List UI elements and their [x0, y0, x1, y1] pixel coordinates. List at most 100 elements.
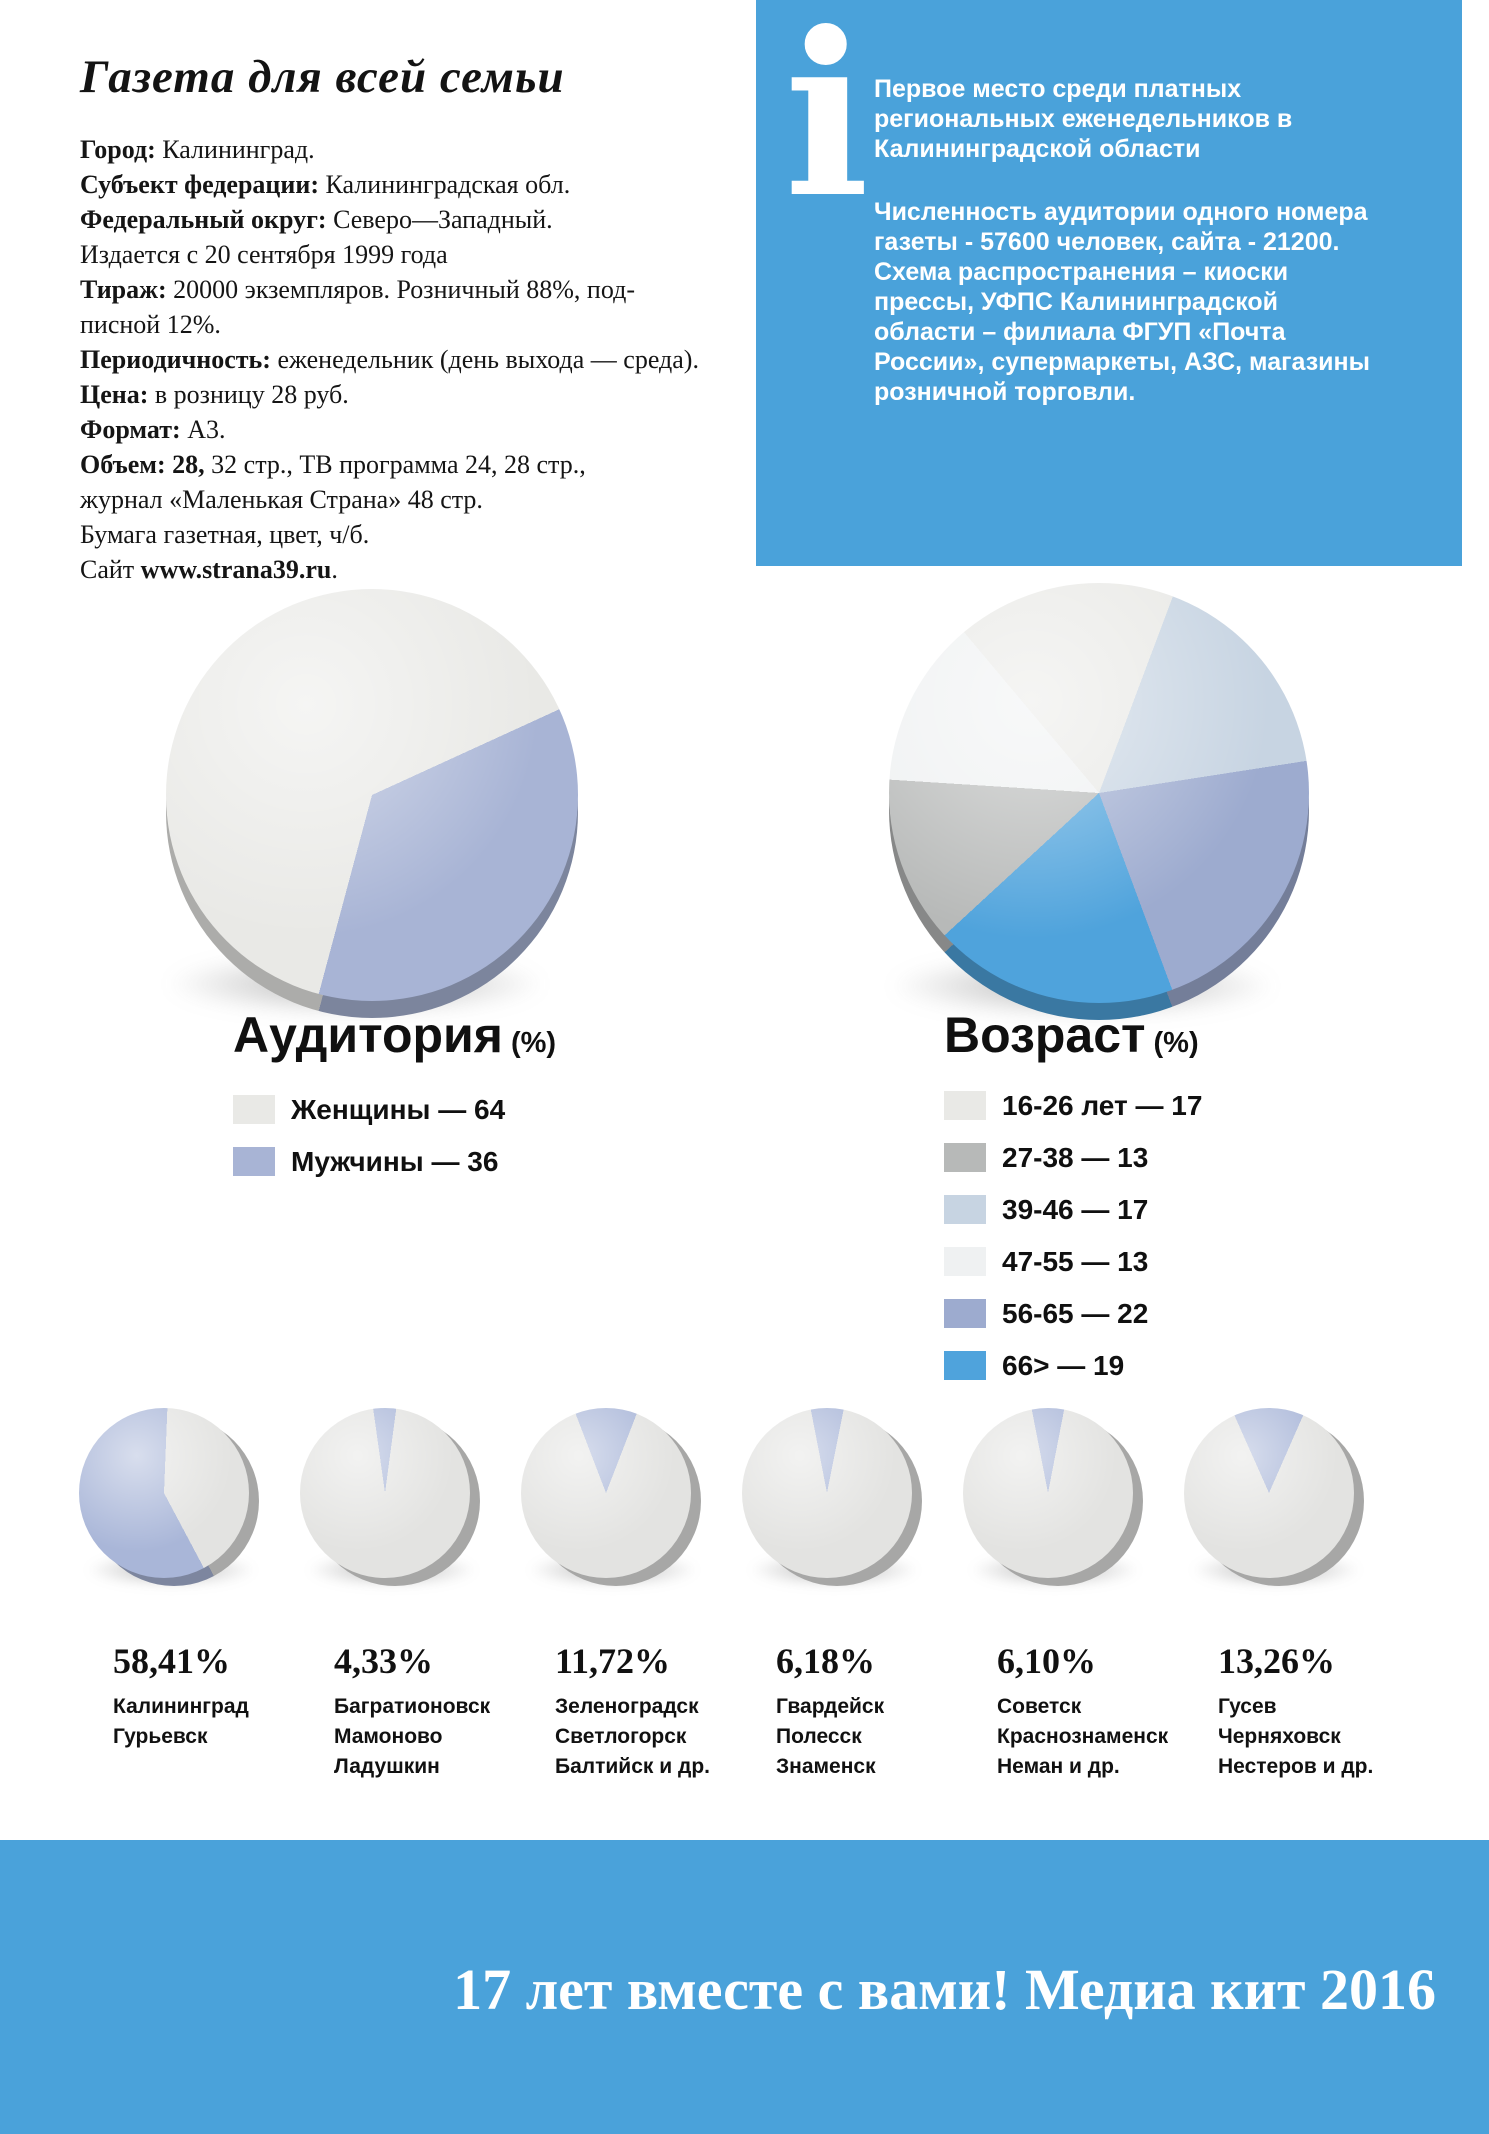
- page-title: Газета для всей семьи: [80, 51, 565, 103]
- city-name: Багратионовск: [334, 1695, 491, 1718]
- legend-label: 56-65 — 22: [1002, 1297, 1149, 1329]
- city-pie-chart: [79, 1408, 259, 1588]
- legend-label: 39-46 — 17: [1002, 1193, 1149, 1225]
- city-pie-chart: [963, 1408, 1143, 1588]
- city-name: Мамоново: [334, 1725, 443, 1748]
- city-pie-chart: [300, 1408, 480, 1588]
- publication-info-line: Формат: А3.: [80, 412, 699, 447]
- pie-face: [963, 1408, 1133, 1578]
- legend-label: Мужчины — 36: [291, 1145, 499, 1177]
- city-distribution-cell: 58,41% Калининград Гурьевск: [79, 1408, 300, 1782]
- legend-item: 47-55 — 13: [944, 1244, 1202, 1279]
- info-label: Федеральный округ:: [80, 205, 327, 234]
- city-name: Неман и др.: [997, 1755, 1120, 1778]
- highlight-text: Первое место среди платных региональных …: [874, 74, 1449, 407]
- info-label: Цена:: [80, 380, 149, 409]
- city-name: Знаменск: [776, 1755, 876, 1778]
- highlight-paragraph-rank: Первое место среди платных региональных …: [874, 75, 1293, 163]
- city-list: Калининград Гурьевск: [113, 1692, 300, 1752]
- pie-face: [1184, 1408, 1354, 1578]
- legend-swatch: [944, 1143, 986, 1172]
- legend-item: 27-38 — 13: [944, 1140, 1202, 1175]
- city-share-percent: 6,10%: [997, 1641, 1096, 1681]
- age-pie-chart: [880, 583, 1309, 1020]
- city-name: Гвардейск: [776, 1695, 885, 1718]
- city-name: Нестеров и др.: [1218, 1755, 1374, 1778]
- legend-swatch: [233, 1147, 275, 1176]
- city-share-percent: 4,33%: [334, 1641, 433, 1681]
- city-name: Краснознаменск: [997, 1725, 1169, 1748]
- city-name: Балтийск и др.: [555, 1755, 710, 1778]
- legend-swatch: [944, 1091, 986, 1120]
- legend-item: 56-65 — 22: [944, 1296, 1202, 1331]
- pie-face: [521, 1408, 691, 1578]
- info-label: Периодичность:: [80, 345, 271, 374]
- city-list: Гусев Черняховск Нестеров и др.: [1218, 1692, 1405, 1782]
- pie-face: [889, 583, 1309, 1003]
- legend-label: 47-55 — 13: [1002, 1245, 1149, 1277]
- publication-info-line: Сайт www.strana39.ru.: [80, 552, 699, 587]
- pie-face: [300, 1408, 470, 1578]
- info-text: Сайт: [80, 555, 141, 584]
- footer-band: 17 лет вместе с вами! Медиа кит 2016: [0, 1840, 1489, 2134]
- legend-label: 16-26 лет — 17: [1002, 1089, 1203, 1121]
- legend-swatch: [944, 1351, 986, 1380]
- city-name: Ладушкин: [334, 1755, 440, 1778]
- info-label: Формат:: [80, 415, 181, 444]
- chart-unit: (%): [510, 1027, 557, 1059]
- city-name: Гурьевск: [113, 1725, 208, 1748]
- legend-swatch: [944, 1247, 986, 1276]
- publication-info-line: Объем: 28, 32 стр., ТВ программа 24, 28 …: [80, 447, 699, 482]
- city-pie-chart: [1184, 1408, 1364, 1588]
- city-distribution-cell: 6,18% Гвардейск Полесск Знаменск: [742, 1408, 963, 1782]
- pie-face: [166, 589, 578, 1001]
- chart-unit: (%): [1153, 1027, 1199, 1059]
- info-text: Издается с 20 сентября 1999 года: [80, 240, 448, 269]
- highlight-box: i Первое место среди платных региональны…: [756, 0, 1462, 566]
- info-text: журнал «Маленькая Страна» 48 стр.: [80, 485, 483, 514]
- legend-label: 27-38 — 13: [1002, 1141, 1149, 1173]
- info-text: Калининград.: [155, 135, 315, 164]
- legend-swatch: [233, 1095, 275, 1124]
- info-text: А3.: [180, 415, 226, 444]
- city-name: Полесск: [776, 1725, 862, 1748]
- site-url[interactable]: www.strana39.ru: [140, 555, 332, 584]
- legend-item: 16-26 лет — 17: [944, 1088, 1202, 1123]
- city-share-percent: 6,18%: [776, 1641, 875, 1681]
- audience-pie-chart: [157, 589, 578, 1018]
- city-list: Зеленоградск Светлогорск Балтийск и др.: [555, 1692, 742, 1782]
- city-list: Гвардейск Полесск Знаменск: [776, 1692, 963, 1782]
- publication-info-line: Издается с 20 сентября 1999 года: [80, 237, 699, 272]
- info-text: Северо—Западный.: [326, 205, 553, 234]
- city-name: Калининград: [113, 1695, 249, 1718]
- audience-legend: Женщины — 64 Мужчины — 36: [233, 1092, 505, 1179]
- publication-info-line: Цена: в розницу 28 руб.: [80, 377, 699, 412]
- legend-label: 66> — 19: [1002, 1349, 1125, 1381]
- info-text: Бумага газетная, цвет, ч/б.: [80, 520, 370, 549]
- legend-label: Женщины — 64: [291, 1093, 506, 1125]
- info-text: Калининградская обл.: [319, 170, 571, 199]
- legend-item: Женщины — 64: [233, 1092, 505, 1127]
- city-distribution-row: 58,41% Калининград Гурьевск 4,33% Багратионо…: [79, 1408, 1405, 1782]
- highlight-paragraph-audience: Численность аудитории одного номера газе…: [874, 198, 1370, 406]
- pie-face: [79, 1408, 249, 1578]
- city-pie-chart: [521, 1408, 701, 1588]
- city-list: Багратионовск Мамоново Ладушкин: [334, 1692, 521, 1782]
- publication-info-line: Тираж: 20000 экземпляров. Розничный 88%,…: [80, 272, 699, 307]
- info-text: писной 12%.: [80, 310, 221, 339]
- info-label: Объем: 28,: [80, 450, 205, 479]
- city-name: Зеленоградск: [555, 1695, 699, 1718]
- city-share-percent: 13,26%: [1218, 1641, 1335, 1681]
- legend-swatch: [944, 1195, 986, 1224]
- legend-item: 39-46 — 17: [944, 1192, 1202, 1227]
- city-name: Светлогорск: [555, 1725, 687, 1748]
- info-label: Тираж:: [80, 275, 167, 304]
- info-text: 32 стр., ТВ программа 24, 28 стр.,: [204, 450, 586, 479]
- publication-info: Город: Калининград. Субъект федерации: Ка…: [80, 132, 699, 587]
- city-pie-chart: [742, 1408, 922, 1588]
- city-distribution-cell: 6,10% Советск Краснознаменск Неман и др.: [963, 1408, 1184, 1782]
- legend-item: 66> — 19: [944, 1348, 1202, 1383]
- city-share-percent: 58,41%: [113, 1641, 230, 1681]
- publication-info-line: Город: Калининград.: [80, 132, 699, 167]
